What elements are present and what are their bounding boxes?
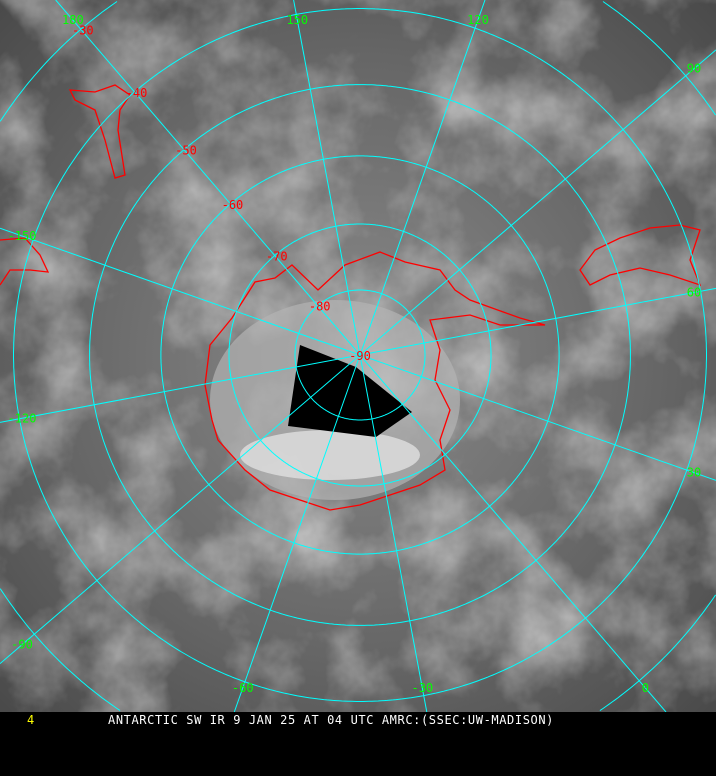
antarctica-coastline bbox=[204, 251, 546, 511]
longitude-label: 0 bbox=[642, 681, 649, 695]
latitude-label: -50 bbox=[175, 144, 197, 158]
longitude-label: 150 bbox=[286, 13, 308, 27]
ice-shelf-bright bbox=[240, 430, 420, 480]
latitude-label: -40 bbox=[126, 86, 148, 100]
longitude-label: -60 bbox=[232, 681, 254, 695]
meridian-line bbox=[0, 354, 361, 423]
meridian-line bbox=[359, 354, 667, 712]
longitude-label: -30 bbox=[411, 681, 433, 695]
longitude-label: -120 bbox=[8, 411, 37, 425]
latitude-circle bbox=[13, 8, 707, 702]
meridian-line bbox=[359, 49, 716, 356]
frame-number: 4 bbox=[27, 713, 35, 727]
longitude-label: -150 bbox=[8, 229, 37, 243]
longitude-label: 120 bbox=[467, 13, 489, 27]
meridian-line bbox=[0, 227, 361, 356]
meridian-line bbox=[55, 0, 361, 356]
latitude-label: -80 bbox=[309, 300, 331, 314]
latitude-label: -70 bbox=[266, 250, 288, 264]
meridian-line bbox=[293, 0, 361, 356]
australia-coastline bbox=[68, 84, 131, 179]
meridian-line bbox=[0, 354, 361, 664]
latitude-label: -30 bbox=[72, 23, 94, 37]
latitude-label: -60 bbox=[222, 198, 244, 212]
longitude-label: 90 bbox=[687, 62, 701, 76]
longitude-label: 30 bbox=[687, 466, 701, 480]
latitude-circle bbox=[228, 223, 492, 487]
meridian-line bbox=[359, 354, 716, 481]
grid-labels: -30 -40 -50 -60 -70 -80 -90 180 150 120 90 60 30 0 -30… bbox=[8, 13, 702, 695]
caption-bar: 4 ANTARCTIC SW IR 9 JAN 25 AT 04 UTC AMR… bbox=[0, 712, 716, 728]
missing-data-wedge bbox=[288, 345, 412, 437]
latitude-label: -90 bbox=[349, 349, 371, 363]
latitude-circle bbox=[0, 1, 716, 712]
satellite-viewer: -30 -40 -50 -60 -70 -80 -90 180 150 120 90 60 30 0 -30… bbox=[0, 0, 716, 728]
coastlines bbox=[0, 84, 702, 511]
longitude-label: -90 bbox=[11, 638, 33, 652]
latitude-circle bbox=[160, 155, 560, 555]
south-america-coastline bbox=[579, 224, 702, 287]
new-zealand-coastline bbox=[0, 237, 50, 286]
meridian-line bbox=[359, 0, 486, 356]
meridian-line bbox=[233, 354, 361, 712]
image-title: ANTARCTIC SW IR 9 JAN 25 AT 04 UTC AMRC:… bbox=[108, 713, 555, 727]
satellite-map: -30 -40 -50 -60 -70 -80 -90 180 150 120 90 60 30 0 -30… bbox=[0, 0, 716, 712]
longitude-label: 60 bbox=[687, 285, 701, 299]
meridian-line bbox=[359, 287, 716, 356]
latitude-circle bbox=[89, 84, 631, 626]
lat-lon-grid bbox=[0, 0, 716, 712]
longitude-label: 180 bbox=[62, 13, 84, 27]
meridian-line bbox=[359, 354, 428, 712]
latitude-circle bbox=[294, 289, 426, 421]
